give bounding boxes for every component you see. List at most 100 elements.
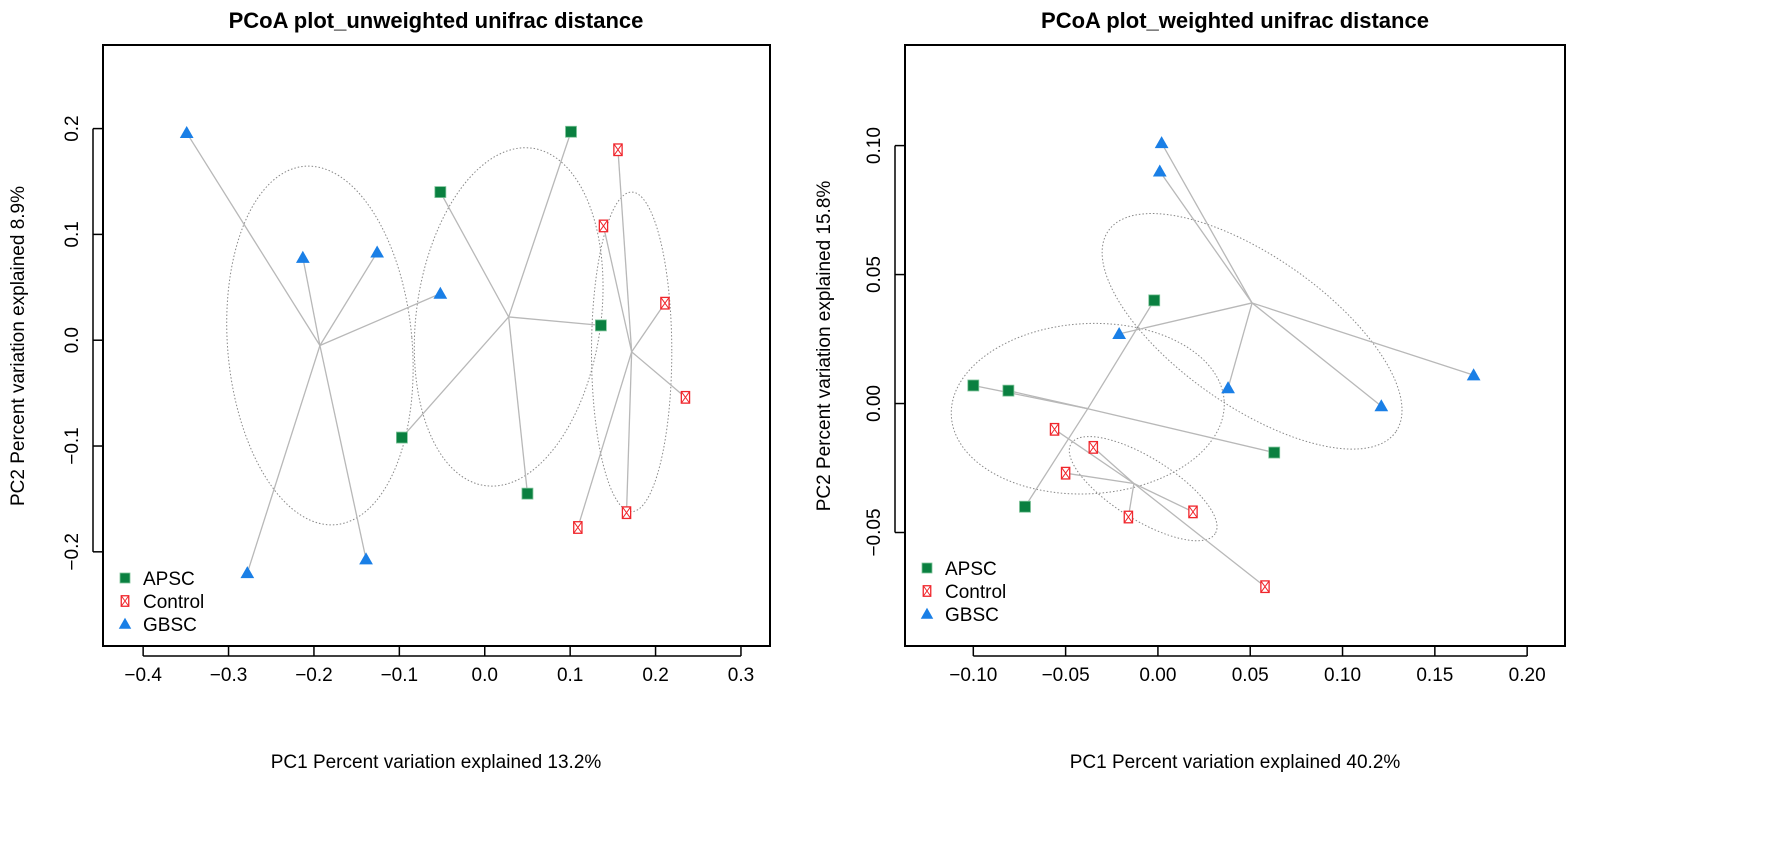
- x-tick-label: −0.1: [381, 665, 419, 686]
- gbsc-spider-line: [1159, 171, 1253, 304]
- control-marker: [660, 296, 670, 310]
- legend-label-gbsc: GBSC: [143, 615, 197, 636]
- x-tick-label: 0.05: [1232, 665, 1269, 686]
- control-marker-cross: [1123, 510, 1133, 524]
- gbsc-marker: [118, 617, 132, 629]
- gbsc-marker: [359, 552, 373, 565]
- y-axis-label: PC2 Percent variation explained 15.8%: [814, 181, 835, 512]
- x-tick-label: 0.15: [1416, 665, 1453, 686]
- legend-label-apsc: APSC: [143, 569, 195, 590]
- control-spider-line: [1065, 472, 1135, 485]
- apsc-spider-line: [508, 316, 601, 327]
- plot-frame: [904, 44, 1566, 647]
- gbsc-marker: [920, 607, 934, 619]
- gbsc-marker: [179, 125, 194, 138]
- apsc-spider-line: [439, 191, 510, 318]
- apsc-marker: [565, 125, 577, 138]
- control-spider-line: [1054, 428, 1135, 485]
- gbsc-marker: [1374, 399, 1389, 412]
- y-tick-label: −0.2: [62, 533, 83, 571]
- control-marker-cross: [1188, 505, 1198, 518]
- control-marker: [1188, 505, 1198, 519]
- gbsc-marker: [370, 245, 385, 258]
- apsc-spider-line: [1008, 390, 1088, 410]
- control-marker-cross: [660, 297, 670, 310]
- y-tick-label: 0.00: [864, 385, 885, 422]
- apsc-marker: [921, 562, 933, 574]
- gbsc-spider-line: [319, 293, 441, 347]
- control-marker: [1123, 510, 1134, 524]
- apsc-marker: [1148, 294, 1161, 307]
- x-axis-label: PC1 Percent variation explained 40.2%: [1070, 752, 1401, 773]
- apsc-marker: [1002, 384, 1015, 397]
- gbsc-spider-line: [319, 252, 378, 346]
- gbsc-spider-line: [1251, 302, 1382, 407]
- legend-label-control: Control: [945, 582, 1006, 603]
- control-marker: [613, 143, 623, 157]
- gbsc-marker: [433, 286, 448, 299]
- y-tick-label: −0.1: [62, 427, 83, 465]
- panel-weighted: PCoA plot_weighted unifrac distance PC1 …: [814, 8, 1566, 773]
- gbsc-spider-line: [1161, 142, 1253, 304]
- control-marker-cross: [680, 391, 690, 404]
- gbsc-ellipse: [226, 165, 414, 526]
- gbsc-spider-line: [186, 132, 321, 346]
- x-tick-label: −0.05: [1042, 665, 1090, 686]
- control-marker-cross: [573, 521, 583, 534]
- control-marker: [922, 585, 932, 597]
- apsc-spider-line: [401, 316, 510, 438]
- x-tick-label: 0.3: [728, 665, 754, 686]
- control-marker-cross: [120, 595, 130, 607]
- control-marker: [680, 390, 691, 404]
- control-marker: [1088, 440, 1099, 454]
- apsc-spider-line: [1024, 408, 1089, 508]
- control-spider-line: [577, 351, 633, 528]
- control-marker-cross: [621, 506, 632, 519]
- x-tick-label: 0.20: [1509, 665, 1546, 686]
- control-marker-cross: [1260, 580, 1270, 593]
- apsc-marker: [1019, 500, 1031, 513]
- control-ellipse: [1068, 436, 1218, 542]
- control-marker: [1060, 466, 1071, 480]
- control-marker-cross: [1050, 423, 1060, 436]
- gbsc-spider-line: [319, 345, 367, 560]
- control-marker: [120, 595, 130, 607]
- apsc-spider-line: [1087, 408, 1275, 454]
- chart-title: PCoA plot_weighted unifrac distance: [1041, 8, 1429, 33]
- gbsc-spider-line: [1119, 302, 1253, 335]
- control-spider-line: [602, 225, 633, 352]
- apsc-marker: [1268, 446, 1281, 459]
- x-tick-label: −0.3: [210, 665, 248, 686]
- y-tick-label: 0.1: [62, 221, 83, 247]
- apsc-marker: [521, 487, 534, 500]
- control-marker-cross: [1088, 441, 1098, 454]
- control-spider-line: [1133, 482, 1266, 588]
- control-spider-line: [617, 149, 633, 352]
- gbsc-marker: [1466, 368, 1481, 381]
- legend-label-gbsc: GBSC: [945, 605, 999, 626]
- control-marker: [598, 219, 609, 233]
- apsc-spider-line: [508, 316, 529, 494]
- x-tick-label: 0.1: [557, 665, 583, 686]
- control-ellipse: [591, 191, 673, 513]
- control-marker-cross: [613, 143, 623, 156]
- x-tick-label: 0.00: [1139, 665, 1176, 686]
- y-axis-label: PC2 Percent variation explained 8.9%: [8, 186, 29, 506]
- gbsc-marker: [1154, 136, 1169, 149]
- apsc-spider-line: [1087, 300, 1155, 410]
- y-tick-label: 0.05: [864, 256, 885, 293]
- x-tick-label: 0.2: [642, 665, 668, 686]
- gbsc-spider-line: [246, 345, 321, 574]
- panel-unweighted: PCoA plot_unweighted unifrac distance PC…: [8, 8, 771, 773]
- y-tick-label: 0.10: [864, 127, 885, 164]
- control-marker: [1049, 422, 1060, 436]
- plot-frame: [102, 44, 771, 647]
- x-axis-label: PC1 Percent variation explained 13.2%: [271, 752, 602, 773]
- gbsc-marker: [1221, 381, 1235, 394]
- y-tick-label: −0.05: [864, 508, 885, 556]
- x-tick-label: 0.0: [472, 665, 498, 686]
- gbsc-spider-line: [1227, 302, 1253, 389]
- control-marker-cross: [922, 585, 932, 597]
- gbsc-marker: [1112, 327, 1127, 340]
